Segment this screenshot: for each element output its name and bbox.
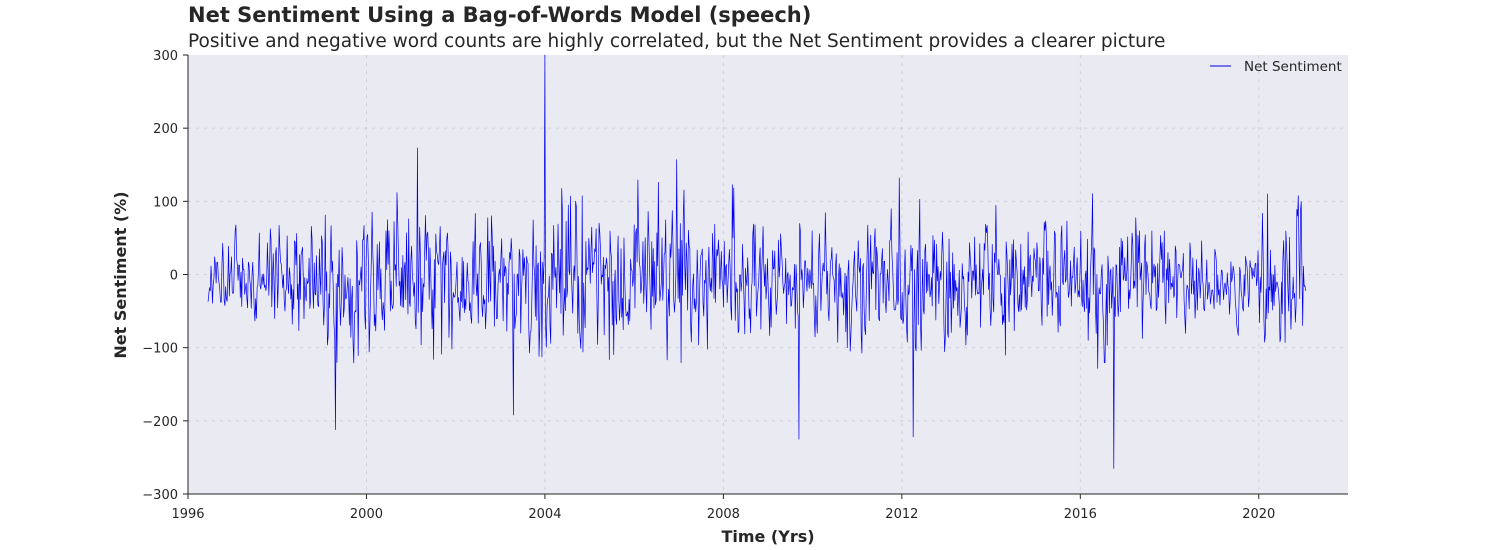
gridlines [188,55,1348,494]
chart-title: Net Sentiment Using a Bag-of-Words Model… [188,3,812,27]
y-tick-label: 0 [170,269,178,284]
x-tick-label: 2008 [707,507,740,522]
y-tick-label: −300 [142,488,178,503]
x-tick-label: 2020 [1242,507,1275,522]
x-tick-label: 2012 [885,507,918,522]
y-tick-label: 200 [153,122,178,137]
y-ticks: 300 200 100 0 −100 −200 −300 [142,49,188,503]
y-tick-label: 100 [153,195,178,210]
y-tick-label: −100 [142,342,178,357]
x-tick-label: 2004 [528,507,561,522]
legend-label: Net Sentiment [1244,59,1342,75]
y-axis-label: Net Sentiment (%) [111,191,130,358]
x-ticks: 1996 2000 2004 2008 2012 2016 2020 [171,494,1275,522]
x-tick-label: 1996 [171,507,204,522]
chart-subtitle: Positive and negative word counts are hi… [188,31,1166,52]
x-tick-label: 2000 [350,507,383,522]
series-line-net-sentiment [207,54,1306,469]
x-tick-label: 2016 [1064,507,1097,522]
y-tick-label: −200 [142,415,178,430]
x-axis-label: Time (Yrs) [721,527,814,546]
y-tick-label: 300 [153,49,178,64]
series-group [207,54,1306,469]
legend: Net Sentiment [1210,59,1342,75]
